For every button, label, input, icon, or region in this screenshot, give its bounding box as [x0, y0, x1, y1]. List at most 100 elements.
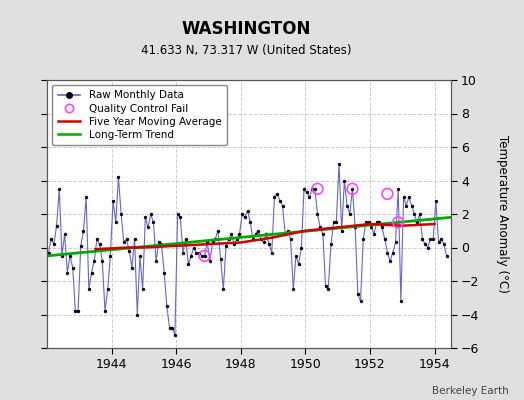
Point: [209, 239, 217, 246]
Point: [427, 236, 435, 242]
Point: [85, 286, 93, 292]
Point: [63, 270, 72, 276]
Point: [259, 239, 268, 246]
Y-axis label: Temperature Anomaly (°C): Temperature Anomaly (°C): [496, 135, 509, 293]
Point: [106, 253, 115, 259]
Point: [394, 219, 402, 226]
Point: [252, 231, 260, 237]
Point: [305, 194, 313, 200]
Point: [184, 261, 193, 268]
Point: [313, 211, 322, 217]
Point: [104, 286, 112, 292]
Point: [289, 286, 298, 292]
Point: [343, 202, 351, 209]
Point: [324, 286, 332, 292]
Point: [254, 228, 263, 234]
Point: [410, 211, 419, 217]
Point: [55, 186, 63, 192]
Point: [79, 228, 88, 234]
Point: [440, 241, 448, 247]
Point: [130, 236, 139, 242]
Point: [147, 211, 155, 217]
Point: [166, 325, 174, 331]
Point: [348, 186, 357, 192]
Point: [278, 202, 287, 209]
Point: [283, 228, 292, 234]
Point: [292, 253, 300, 259]
Point: [214, 228, 222, 234]
Point: [421, 241, 429, 247]
Point: [90, 258, 99, 264]
Point: [437, 236, 445, 242]
Point: [98, 258, 106, 264]
Point: [294, 261, 303, 268]
Point: [321, 283, 330, 289]
Point: [58, 253, 66, 259]
Point: [316, 224, 324, 230]
Point: [348, 186, 357, 192]
Point: [238, 211, 246, 217]
Point: [383, 249, 391, 256]
Point: [227, 231, 236, 237]
Point: [265, 241, 274, 247]
Point: [200, 253, 209, 259]
Point: [402, 202, 410, 209]
Point: [222, 243, 230, 249]
Point: [375, 219, 384, 226]
Point: [394, 186, 402, 192]
Point: [230, 241, 238, 247]
Point: [179, 249, 187, 256]
Point: [370, 231, 378, 237]
Point: [418, 236, 427, 242]
Point: [233, 236, 241, 242]
Point: [351, 224, 359, 230]
Point: [122, 236, 130, 242]
Point: [359, 236, 367, 242]
Point: [241, 214, 249, 220]
Point: [211, 236, 220, 242]
Point: [181, 236, 190, 242]
Point: [60, 231, 69, 237]
Point: [354, 291, 362, 298]
Point: [52, 222, 61, 229]
Point: [332, 219, 341, 226]
Point: [101, 308, 109, 314]
Point: [243, 208, 252, 214]
Point: [195, 249, 203, 256]
Point: [206, 258, 214, 264]
Point: [405, 194, 413, 200]
Point: [225, 236, 233, 242]
Point: [249, 236, 257, 242]
Point: [219, 286, 227, 292]
Point: [335, 160, 343, 167]
Point: [397, 298, 405, 304]
Point: [408, 202, 416, 209]
Point: [77, 243, 85, 249]
Point: [192, 249, 201, 256]
Point: [432, 198, 440, 204]
Point: [171, 331, 179, 338]
Point: [442, 253, 451, 259]
Text: Berkeley Earth: Berkeley Earth: [432, 386, 508, 396]
Point: [429, 236, 438, 242]
Point: [434, 239, 443, 246]
Point: [416, 211, 424, 217]
Point: [386, 258, 395, 264]
Point: [413, 219, 421, 226]
Point: [399, 194, 408, 200]
Point: [149, 219, 158, 226]
Point: [311, 186, 319, 192]
Point: [300, 186, 308, 192]
Legend: Raw Monthly Data, Quality Control Fail, Five Year Moving Average, Long-Term Tren: Raw Monthly Data, Quality Control Fail, …: [52, 85, 227, 145]
Point: [112, 219, 120, 226]
Point: [362, 219, 370, 226]
Point: [144, 224, 152, 230]
Point: [155, 239, 163, 246]
Point: [128, 264, 136, 271]
Point: [389, 249, 397, 256]
Point: [114, 174, 123, 180]
Point: [340, 177, 348, 184]
Point: [157, 241, 166, 247]
Point: [133, 311, 141, 318]
Point: [176, 214, 184, 220]
